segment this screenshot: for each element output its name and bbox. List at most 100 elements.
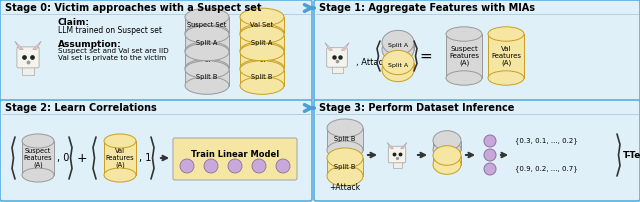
- Text: , 0: , 0: [57, 153, 69, 163]
- Text: T-Test: T-Test: [623, 150, 640, 160]
- Ellipse shape: [104, 134, 136, 148]
- Ellipse shape: [185, 8, 229, 26]
- Polygon shape: [388, 144, 393, 148]
- Ellipse shape: [185, 43, 229, 61]
- Ellipse shape: [327, 148, 363, 168]
- Text: Split A: Split A: [388, 63, 408, 68]
- Bar: [22, 141, 54, 175]
- Ellipse shape: [185, 42, 229, 59]
- Circle shape: [252, 159, 266, 173]
- Ellipse shape: [382, 57, 414, 82]
- Polygon shape: [15, 41, 23, 50]
- Text: Val set is private to the victim: Val set is private to the victim: [58, 55, 166, 61]
- Ellipse shape: [240, 77, 284, 94]
- Circle shape: [204, 159, 218, 173]
- Ellipse shape: [433, 146, 461, 165]
- Ellipse shape: [382, 30, 414, 55]
- Ellipse shape: [488, 71, 524, 85]
- Ellipse shape: [327, 119, 363, 137]
- Ellipse shape: [446, 27, 482, 41]
- Text: Val
Features
(A): Val Features (A): [106, 148, 134, 168]
- Ellipse shape: [22, 134, 54, 148]
- Text: Stage 2: Learn Correlations: Stage 2: Learn Correlations: [5, 103, 157, 113]
- Text: Claim:: Claim:: [58, 18, 90, 27]
- Ellipse shape: [185, 59, 229, 77]
- Ellipse shape: [327, 141, 363, 159]
- Bar: [185, 35, 229, 50]
- Ellipse shape: [240, 61, 284, 78]
- Ellipse shape: [240, 59, 284, 77]
- Polygon shape: [401, 142, 407, 149]
- Polygon shape: [342, 44, 348, 50]
- Polygon shape: [325, 43, 333, 50]
- Text: Assumption:: Assumption:: [58, 40, 122, 49]
- Bar: [332, 65, 342, 73]
- Polygon shape: [33, 41, 41, 50]
- Ellipse shape: [185, 77, 229, 94]
- Bar: [104, 141, 136, 175]
- Bar: [185, 17, 229, 33]
- Ellipse shape: [185, 26, 229, 43]
- Bar: [327, 158, 363, 176]
- Bar: [382, 42, 414, 49]
- Polygon shape: [387, 142, 394, 149]
- Ellipse shape: [433, 131, 461, 150]
- Ellipse shape: [240, 8, 284, 26]
- Bar: [185, 69, 229, 85]
- Bar: [240, 52, 284, 68]
- Circle shape: [228, 159, 242, 173]
- Text: Split B: Split B: [334, 164, 356, 170]
- Polygon shape: [33, 43, 40, 49]
- Ellipse shape: [185, 24, 229, 42]
- Circle shape: [484, 149, 496, 161]
- Text: +Attack: +Attack: [330, 183, 360, 192]
- Text: Split B: Split B: [252, 75, 273, 81]
- Text: Suspect Set: Suspect Set: [188, 22, 227, 28]
- FancyBboxPatch shape: [173, 138, 297, 180]
- Text: Split A: Split A: [388, 43, 408, 48]
- Ellipse shape: [382, 50, 414, 75]
- Bar: [185, 52, 229, 68]
- Bar: [433, 156, 461, 164]
- FancyBboxPatch shape: [326, 48, 348, 67]
- FancyBboxPatch shape: [314, 0, 640, 101]
- FancyBboxPatch shape: [388, 146, 406, 163]
- Bar: [240, 69, 284, 85]
- Ellipse shape: [240, 26, 284, 43]
- Bar: [488, 34, 524, 78]
- Ellipse shape: [104, 168, 136, 182]
- Ellipse shape: [185, 61, 229, 78]
- Text: Split A: Split A: [196, 40, 218, 45]
- Text: Split B: Split B: [196, 75, 218, 81]
- FancyBboxPatch shape: [17, 47, 39, 68]
- Text: ...: ...: [259, 57, 265, 63]
- Polygon shape: [17, 43, 22, 49]
- Text: =: =: [420, 48, 433, 63]
- Ellipse shape: [433, 140, 461, 159]
- Text: {0.9, 0.2, ..., 0.7}: {0.9, 0.2, ..., 0.7}: [515, 166, 578, 172]
- Bar: [22, 65, 34, 75]
- Circle shape: [484, 163, 496, 175]
- Text: Stage 1: Aggregate Features with MIAs: Stage 1: Aggregate Features with MIAs: [319, 3, 535, 13]
- Ellipse shape: [240, 43, 284, 61]
- Bar: [240, 35, 284, 50]
- Ellipse shape: [240, 24, 284, 42]
- Text: Val
Features
(A): Val Features (A): [491, 46, 521, 66]
- Text: Suspect set and Val set are IID: Suspect set and Val set are IID: [58, 48, 169, 54]
- Text: Val Set: Val Set: [250, 22, 273, 28]
- Bar: [240, 17, 284, 33]
- Polygon shape: [341, 43, 349, 50]
- FancyBboxPatch shape: [0, 100, 312, 201]
- Text: Suspect
Features
(A): Suspect Features (A): [24, 148, 52, 168]
- Polygon shape: [401, 144, 406, 148]
- Ellipse shape: [382, 37, 414, 62]
- Ellipse shape: [433, 155, 461, 174]
- Text: +: +: [77, 152, 87, 164]
- Ellipse shape: [488, 27, 524, 41]
- Ellipse shape: [446, 71, 482, 85]
- Text: {0.3, 0.1, ..., 0.2}: {0.3, 0.1, ..., 0.2}: [515, 138, 578, 144]
- Bar: [433, 141, 461, 149]
- Text: , Attack: , Attack: [356, 58, 388, 66]
- Bar: [446, 34, 482, 78]
- Text: Suspect
Features
(A): Suspect Features (A): [449, 46, 479, 66]
